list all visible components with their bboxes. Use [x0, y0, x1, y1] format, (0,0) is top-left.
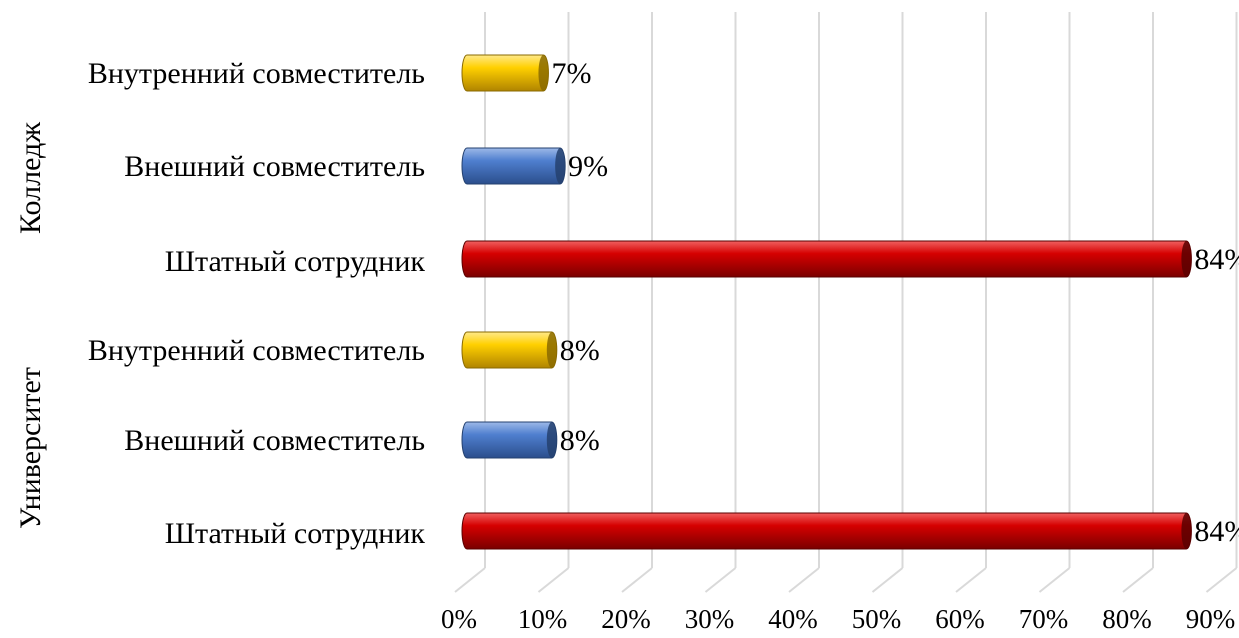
- gridline-floor: [454, 567, 486, 593]
- data-label: 8%: [560, 424, 600, 457]
- bar: [461, 147, 566, 185]
- bar-body: [461, 54, 549, 92]
- category-label: Внешний совместитель: [124, 424, 425, 457]
- group-label: Колледж: [14, 122, 47, 234]
- bar-body: [461, 147, 566, 185]
- bar: [461, 54, 549, 92]
- gridlines: [454, 12, 1238, 593]
- x-tick-label: 10%: [518, 604, 568, 634]
- gridline-floor: [955, 567, 987, 593]
- category-label: Штатный сотрудник: [165, 517, 426, 550]
- bar-body: [461, 421, 558, 459]
- x-tick-label: 20%: [601, 604, 651, 634]
- bar-body: [461, 512, 1192, 550]
- category-label: Внутренний совместитель: [88, 57, 425, 90]
- category-label: Штатный сотрудник: [165, 245, 426, 278]
- bars: [461, 54, 1192, 550]
- gridline-floor: [704, 567, 737, 593]
- gridline-floor: [1205, 567, 1238, 593]
- gridline-floor: [871, 567, 904, 593]
- bar-cap: [1181, 241, 1192, 277]
- bar: [461, 512, 1192, 550]
- x-tick-label: 90%: [1186, 604, 1236, 634]
- gridline-floor: [1038, 567, 1071, 593]
- x-tick-label: 60%: [935, 604, 985, 634]
- bar: [461, 331, 558, 369]
- data-label: 8%: [560, 334, 600, 367]
- bar-cap: [555, 148, 566, 184]
- category-label: Внешний совместитель: [124, 150, 425, 183]
- data-label: 9%: [568, 150, 608, 183]
- x-tick-label: 50%: [852, 604, 902, 634]
- x-tick-label: 30%: [685, 604, 735, 634]
- bar-body: [461, 240, 1192, 278]
- gridline-floor: [788, 567, 820, 593]
- bar-cap: [538, 55, 549, 91]
- data-label: 84%: [1194, 515, 1239, 548]
- x-tick-label: 80%: [1102, 604, 1152, 634]
- bar-cap: [546, 332, 557, 368]
- gridline-floor: [537, 567, 570, 593]
- bar: [461, 421, 558, 459]
- labels: 0% 10% 20% 30% 40% 50% 60% 70% 80% 90% 7% Внутренни…: [14, 57, 1239, 634]
- bar-cap: [546, 422, 557, 458]
- bar-cap: [1181, 513, 1192, 549]
- x-tick-label: 0%: [441, 604, 477, 634]
- data-label: 84%: [1194, 243, 1239, 276]
- category-label: Внутренний совместитель: [88, 334, 425, 367]
- data-label: 7%: [551, 57, 591, 90]
- x-tick-label: 70%: [1019, 604, 1069, 634]
- bar-body: [461, 331, 558, 369]
- bar: [461, 240, 1192, 278]
- gridline-floor: [621, 567, 653, 593]
- gridline-floor: [1122, 567, 1154, 593]
- x-tick-label: 40%: [768, 604, 818, 634]
- group-label: Университет: [14, 367, 47, 529]
